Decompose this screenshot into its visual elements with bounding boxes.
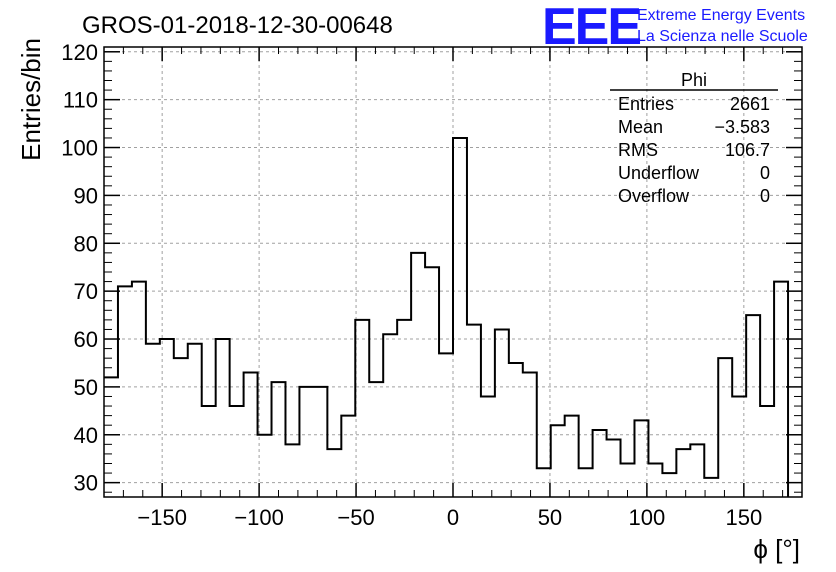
y-tick-label: 30 (74, 471, 98, 496)
stats-value: 0 (760, 163, 770, 183)
x-tick-label: 0 (447, 505, 459, 530)
x-tick-label: 100 (629, 505, 666, 530)
x-axis-title: ϕ [°] (753, 534, 800, 564)
y-tick-label: 110 (63, 88, 98, 113)
y-tick-label: 80 (74, 231, 98, 256)
y-tick-label: 60 (74, 327, 98, 352)
stats-label: RMS (618, 140, 658, 160)
stats-label: Underflow (618, 163, 700, 183)
stats-box-title: Phi (681, 70, 707, 90)
stats-rows: Entries 2661 Mean −3.583 RMS 106.7 Underflow 0 O… (618, 94, 770, 206)
histogram-line (104, 136, 790, 497)
ticks-layer (103, 47, 803, 497)
y-tick-label: 120 (61, 40, 98, 65)
y-tick-label: 50 (74, 375, 98, 400)
y-tick-label: 90 (74, 183, 98, 208)
stats-label: Mean (618, 117, 663, 137)
y-axis-title: Entries/bin (16, 38, 46, 161)
x-tick-label: −50 (337, 505, 374, 530)
stats-value: −3.583 (714, 117, 770, 137)
stats-value: 0 (760, 186, 770, 206)
chart-title: GROS-01-2018-12-30-00648 (82, 12, 393, 39)
eee-logo-mark: EEE (542, 0, 640, 56)
eee-logo-line2: La Scienza nelle Scuole (637, 28, 808, 45)
stats-label: Entries (618, 94, 674, 114)
x-tick-label: −100 (234, 505, 284, 530)
stats-label: Overflow (618, 186, 690, 206)
stats-value: 106.7 (725, 140, 770, 160)
eee-logo-line1: Extreme Energy Events (637, 7, 805, 24)
x-tick-label: 150 (725, 505, 762, 530)
y-tick-label: 70 (74, 279, 98, 304)
stats-value: 2661 (730, 94, 770, 114)
tick-labels-layer: −150 −100 −50 0 50 100 150 30 40 50 60 70 80 90 100 110… (61, 40, 762, 530)
x-tick-label: −150 (137, 505, 187, 530)
y-tick-label: 40 (74, 423, 98, 448)
y-tick-label: 100 (61, 136, 98, 161)
stats-box: Phi Entries 2661 Mean −3.583 RMS 106.7 Underfl… (610, 70, 778, 206)
x-tick-label: 50 (538, 505, 562, 530)
